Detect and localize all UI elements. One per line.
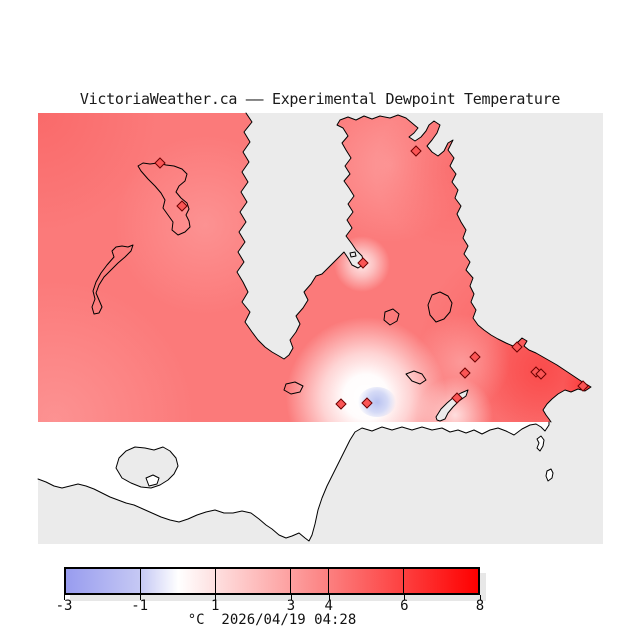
- colorbar-tick-line: [215, 569, 217, 593]
- lake-small: [383, 308, 400, 326]
- water-strait: [38, 422, 603, 544]
- station-marker: [535, 368, 547, 380]
- colorbar-gradient: [64, 567, 480, 595]
- page-title: VictoriaWeather.ca —— Experimental Dewpo…: [79, 90, 561, 108]
- islet-oval: [545, 468, 554, 482]
- colorbar-tick-line: [402, 569, 404, 593]
- station-marker: [154, 157, 166, 169]
- colorbar-caption: °C 2026/04/19 04:28: [187, 612, 357, 628]
- colorbar-tick-label: 4: [324, 598, 333, 614]
- colorbar-tick-stub: [64, 595, 65, 600]
- lagoon: [115, 446, 179, 489]
- coastline-main: [236, 112, 592, 423]
- lake-west: [283, 381, 304, 395]
- colorbar-tick-line: [140, 569, 142, 593]
- colorbar-tick-label: 6: [400, 598, 409, 614]
- station-marker: [577, 380, 589, 392]
- lagoon-islet: [145, 474, 160, 487]
- colorbar-tick-line: [327, 569, 329, 593]
- lake-tiny: [349, 251, 357, 258]
- colorbar-tick-stub: [139, 595, 141, 600]
- station-marker: [361, 397, 373, 409]
- colorbar-tick-label: 1: [211, 598, 220, 614]
- islet-hook: [536, 435, 545, 452]
- station-marker: [451, 392, 463, 404]
- coastline-strait: [37, 421, 550, 542]
- station-marker: [410, 145, 422, 157]
- gorge-upper-outline: [405, 370, 427, 385]
- station-marker: [469, 351, 481, 363]
- island-north: [137, 162, 191, 236]
- colorbar-tick-stub: [328, 595, 330, 600]
- colorbar-tick-stub: [480, 595, 481, 600]
- colorbar-tick-label: -1: [131, 598, 149, 614]
- station-marker: [511, 341, 523, 353]
- colorbar-tick-label: 3: [286, 598, 296, 614]
- colorbar-tick-label: -3: [55, 598, 73, 614]
- station-marker: [357, 257, 369, 269]
- colorbar-tick-line: [290, 569, 292, 593]
- colorbar-tick-stub: [404, 595, 406, 600]
- island-south: [91, 244, 134, 315]
- colorbar-tick-stub: [290, 595, 292, 600]
- colorbar-tick-label: 8: [475, 598, 485, 614]
- colorbar-tick-stub: [215, 595, 217, 600]
- station-marker: [459, 367, 471, 379]
- station-markers: [154, 145, 589, 410]
- water-north: [237, 113, 603, 422]
- station-marker: [176, 200, 188, 212]
- lake-large: [427, 291, 453, 323]
- station-marker: [335, 398, 347, 410]
